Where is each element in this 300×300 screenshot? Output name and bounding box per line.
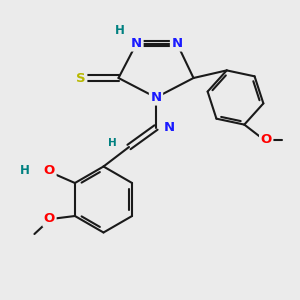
Text: H: H [115, 23, 125, 37]
Text: N: N [164, 121, 175, 134]
Text: O: O [44, 212, 55, 226]
Text: O: O [261, 133, 272, 146]
Text: N: N [131, 37, 142, 50]
Text: O: O [44, 164, 55, 178]
Text: N: N [171, 37, 183, 50]
Text: N: N [150, 91, 162, 104]
Text: S: S [76, 71, 86, 85]
Text: H: H [20, 164, 30, 178]
Text: H: H [108, 137, 117, 148]
